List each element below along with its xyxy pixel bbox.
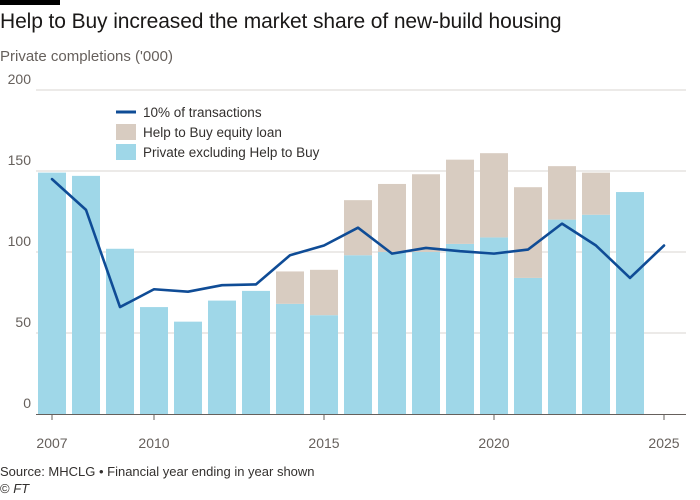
bar-private-excl-2019 bbox=[446, 243, 474, 414]
bar-private-excl-2007 bbox=[38, 172, 66, 414]
bar-help-to-buy-2022 bbox=[548, 166, 576, 220]
bar-private-excl-2011 bbox=[174, 321, 202, 414]
bar-private-excl-2017 bbox=[378, 252, 406, 414]
x-tick-label: 2015 bbox=[308, 435, 339, 451]
x-tick-label: 2020 bbox=[478, 435, 509, 451]
bar-private-excl-2020 bbox=[480, 237, 508, 414]
bar-help-to-buy-2017 bbox=[378, 183, 406, 252]
y-tick-label: 0 bbox=[23, 395, 31, 411]
y-tick-label: 50 bbox=[15, 314, 31, 330]
bar-help-to-buy-2021 bbox=[514, 187, 542, 278]
copyright-symbol: © bbox=[0, 481, 10, 496]
x-tick-label: 2010 bbox=[138, 435, 169, 451]
legend-label: Private excluding Help to Buy bbox=[143, 145, 320, 160]
bar-private-excl-2012 bbox=[208, 300, 236, 414]
bar-private-excl-2014 bbox=[276, 303, 304, 414]
copyright: © FT bbox=[0, 481, 29, 496]
y-axis-labels: 0 50 100 150 200 bbox=[8, 71, 32, 411]
x-tick-label: 2007 bbox=[36, 435, 67, 451]
legend-label: Help to Buy equity loan bbox=[143, 125, 282, 140]
bar-private-excl-2022 bbox=[548, 219, 576, 414]
bar-private-excl-2018 bbox=[412, 252, 440, 414]
source-note: Source: MHCLG • Financial year ending in… bbox=[0, 464, 315, 479]
y-tick-label: 100 bbox=[8, 233, 32, 249]
bar-private-excl-2015 bbox=[310, 315, 338, 414]
bar-private-excl-2010 bbox=[140, 307, 168, 414]
bar-help-to-buy-2014 bbox=[276, 271, 304, 304]
bar-private-excl-2009 bbox=[106, 248, 134, 414]
y-tick-label: 150 bbox=[8, 152, 32, 168]
legend: 10% of transactions Help to Buy equity lo… bbox=[116, 105, 320, 160]
line-10pct-transactions bbox=[50, 177, 666, 309]
brand-name: FT bbox=[13, 481, 30, 496]
legend-swatch-bar bbox=[116, 124, 136, 140]
bar-private-excl-2016 bbox=[344, 255, 372, 414]
bar-private-excl-2023 bbox=[582, 214, 610, 414]
transactions-line bbox=[50, 177, 666, 309]
y-tick-label: 200 bbox=[8, 71, 32, 87]
chart-area: 0 50 100 150 200 2007 2010 2015 2020 2025 10% of… bbox=[8, 71, 686, 451]
x-axis-labels: 2007 2010 2015 2020 2025 bbox=[36, 414, 680, 451]
bar-help-to-buy-2015 bbox=[310, 269, 338, 316]
bar-private-excl-2021 bbox=[514, 277, 542, 414]
bar-help-to-buy-2020 bbox=[480, 153, 508, 238]
bar-private-excl-2013 bbox=[242, 290, 270, 414]
chart-subtitle: Private completions ('000) bbox=[0, 48, 173, 65]
x-tick-label: 2025 bbox=[648, 435, 679, 451]
chart-title: Help to Buy increased the market share o… bbox=[0, 10, 562, 33]
bar-help-to-buy-2018 bbox=[412, 174, 440, 252]
bar-private-excl-2024 bbox=[616, 192, 644, 414]
bar-help-to-buy-2019 bbox=[446, 159, 474, 244]
bars bbox=[38, 153, 644, 414]
legend-label: 10% of transactions bbox=[143, 105, 262, 120]
brand-bar bbox=[0, 0, 60, 5]
legend-swatch-bar bbox=[116, 144, 136, 160]
bar-help-to-buy-2023 bbox=[582, 172, 610, 215]
bar-private-excl-2008 bbox=[72, 175, 100, 414]
